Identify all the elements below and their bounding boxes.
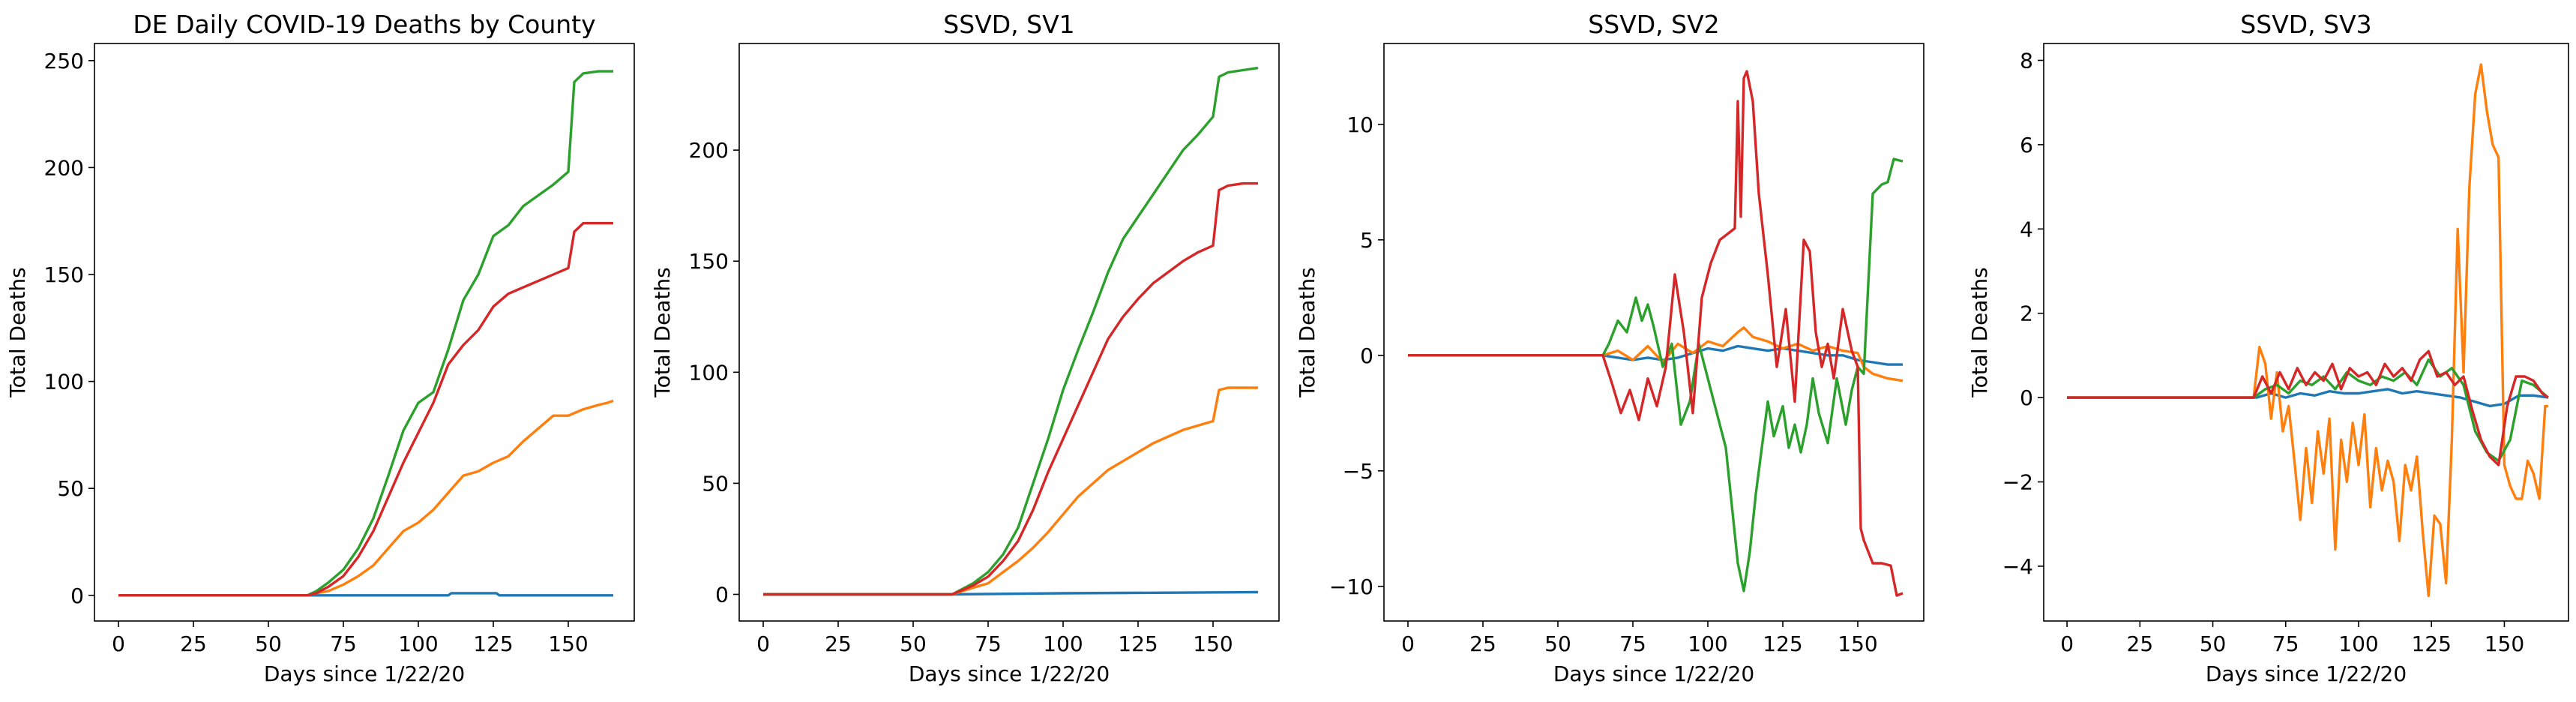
x-tick-label: 50 (900, 632, 927, 656)
y-tick-label: 250 (44, 49, 84, 74)
x-tick-label: 50 (1544, 632, 1571, 656)
y-tick-label: 0 (715, 582, 729, 607)
y-tick-label: 5 (1360, 228, 1373, 253)
chart-panel-3: 0 25 50 75 100 125 150 −10 −5 0 5 10 SSVD, SV2 Days s… (1295, 10, 1925, 686)
y-tick-label: 100 (689, 360, 729, 385)
chart-panel-2: 0 25 50 75 100 125 150 0 50 100 150 200 SSVD, SV1 Day… (650, 10, 1280, 686)
y-tick-label: 150 (689, 249, 729, 274)
y-axis-label: Total Deaths (5, 267, 30, 398)
y-axis-label: Total Deaths (1295, 267, 1319, 398)
x-tick-label: 100 (2338, 632, 2378, 656)
y-tick-label: 50 (57, 476, 84, 501)
plot-frame (1383, 43, 1925, 622)
chart-title: DE Daily COVID-19 Deaths by County (133, 10, 595, 39)
x-axis-label: Days since 1/22/20 (1553, 662, 1754, 686)
chart-panel-4: 0 25 50 75 100 125 150 −4 −2 0 2 4 6 8 SSVD, SV3 Days s… (1967, 10, 2569, 686)
y-axis-label: Total Deaths (1967, 267, 1992, 398)
x-tick-label: 75 (1619, 632, 1646, 656)
x-axis-label: Days since 1/22/20 (909, 662, 1110, 686)
y-tick-label: 0 (2020, 386, 2033, 410)
series-line-3 (2067, 358, 2549, 463)
series-line-3 (1408, 158, 1904, 592)
x-tick-label: 25 (180, 632, 207, 656)
series-line-3 (763, 66, 1259, 596)
series-line-4 (763, 182, 1258, 596)
x-tick-label: 25 (2127, 632, 2154, 656)
x-tick-label: 125 (2411, 632, 2451, 656)
y-tick-label: −10 (1329, 574, 1373, 599)
y-tick-label: 150 (44, 262, 84, 287)
series-line-1 (1408, 344, 1903, 366)
y-tick-label: 2 (2020, 302, 2033, 326)
y-tick-label: 200 (689, 138, 729, 163)
chart-title: SSVD, SV3 (2240, 10, 2371, 39)
y-tick-label: −4 (2002, 554, 2033, 579)
chart-title: SSVD, SV1 (943, 10, 1074, 39)
x-tick-label: 150 (1193, 632, 1233, 656)
y-axis-label: Total Deaths (650, 267, 675, 398)
x-tick-label: 150 (1838, 632, 1877, 656)
chart-panel-1: 0 25 50 75 100 125 150 0 50 100 150 200 250 DE Daily … (5, 10, 635, 686)
y-tick-label: 8 (2020, 48, 2033, 73)
x-tick-label: 25 (825, 632, 852, 656)
x-axis-label: Days since 1/22/20 (264, 662, 465, 686)
y-tick-label: 4 (2020, 217, 2033, 242)
y-tick-label: 6 (2020, 133, 2033, 158)
x-tick-label: 125 (1118, 632, 1158, 656)
x-tick-label: 25 (1469, 632, 1496, 656)
series-line-2 (2067, 63, 2548, 597)
x-tick-label: 50 (255, 632, 282, 656)
x-axis-label: Days since 1/22/20 (2206, 662, 2407, 686)
series-line-4 (118, 221, 613, 597)
series-line-2 (763, 386, 1258, 596)
x-tick-label: 150 (548, 632, 588, 656)
plot-frame (738, 43, 1280, 622)
series-line-4 (2067, 350, 2549, 466)
x-tick-label: 100 (398, 632, 438, 656)
series-line-2 (1408, 326, 1904, 382)
x-tick-label: 0 (1401, 632, 1415, 656)
y-tick-label: 0 (70, 584, 84, 608)
series-line-1 (2067, 388, 2549, 408)
plot-frame (2043, 43, 2569, 622)
x-tick-label: 100 (1688, 632, 1727, 656)
y-tick-label: 0 (1360, 344, 1373, 368)
y-tick-label: 100 (44, 370, 84, 394)
x-tick-label: 50 (2200, 632, 2227, 656)
chart-title: SSVD, SV2 (1588, 10, 1719, 39)
y-tick-label: −2 (2002, 470, 2033, 495)
y-tick-label: 200 (44, 155, 84, 180)
x-tick-label: 0 (2060, 632, 2074, 656)
x-tick-label: 100 (1043, 632, 1083, 656)
y-tick-label: 50 (702, 471, 729, 496)
series-line-2 (118, 399, 614, 597)
x-tick-label: 125 (1763, 632, 1802, 656)
series-line-4 (1408, 70, 1904, 597)
plot-frame (94, 43, 635, 622)
y-tick-label: 10 (1346, 112, 1373, 137)
x-tick-label: 75 (330, 632, 357, 656)
x-tick-label: 75 (2272, 632, 2299, 656)
x-tick-label: 150 (2485, 632, 2524, 656)
x-tick-label: 125 (473, 632, 513, 656)
y-tick-label: −5 (1343, 459, 1373, 484)
x-tick-label: 0 (112, 632, 125, 656)
series-line-3 (118, 70, 613, 597)
x-tick-label: 75 (975, 632, 1002, 656)
x-tick-label: 0 (756, 632, 770, 656)
